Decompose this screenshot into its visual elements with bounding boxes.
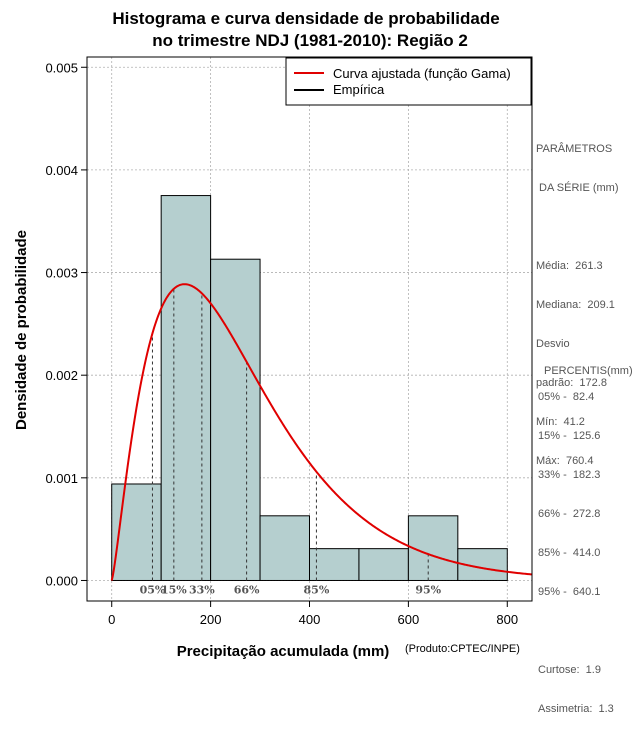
percentile-label-15%: 15% (161, 583, 187, 596)
histogram-bar (358, 548, 409, 581)
params-heading-1: PARÂMETROS (536, 143, 613, 155)
x-axis-label: Precipitação acumulada (mm) (177, 643, 390, 660)
percentil-05: 05% - 82.4 (538, 391, 595, 403)
stat-curtose: Curtose: 1.9 (538, 664, 601, 676)
percentil-66: 66% - 272.8 (538, 508, 601, 520)
param-desvio-2: padrão: 172.8 (536, 377, 607, 389)
percentil-85: 85% - 414.0 (538, 547, 601, 559)
percentile-lines: 05%15% 33% 66% 85% 95% (140, 288, 442, 596)
y-tick-label: 0.001 (45, 471, 78, 486)
param-mediana: Mediana: 209.1 (536, 299, 615, 311)
legend-label-empirical: Empírica (333, 82, 385, 97)
x-tick-label: 0 (108, 612, 115, 627)
percentil-33: 33% - 182.3 (538, 469, 601, 481)
param-min: Mín: 41.2 (536, 416, 585, 428)
x-tick-label: 800 (496, 612, 518, 627)
y-axis-label: Densidade de probabilidade (13, 230, 30, 430)
x-axis: 0 200 400 600 800 (108, 601, 518, 627)
y-tick-label: 0.004 (45, 163, 78, 178)
param-max: Máx: 760.4 (536, 455, 594, 467)
histogram-bar (309, 548, 360, 581)
y-tick-label: 0.003 (45, 266, 78, 281)
percentile-label-66%: 66% (234, 583, 260, 596)
stat-assimetria: Assimetria: 1.3 (538, 703, 614, 715)
product-credit: (Produto:CPTEC/INPE) (405, 643, 520, 655)
x-tick-label: 600 (398, 612, 420, 627)
x-tick-label: 400 (299, 612, 321, 627)
y-axis: 0.000 0.001 0.002 0.003 0.004 0.005 (45, 60, 87, 588)
percentile-label-95%: 95% (415, 583, 441, 596)
percentis-values: 05% - 82.4 15% - 125.6 33% - 182.3 66% -… (538, 365, 614, 729)
y-tick-label: 0.002 (45, 368, 78, 383)
chart-title-line2: no trimestre NDJ (1981-2010): Região 2 (152, 31, 468, 50)
params-panel: PARÂMETROS DA SÉRIE (mm) Média: 261.3 Me… (536, 117, 619, 481)
percentile-label-33%: 33% (189, 583, 215, 596)
params-heading-2: DA SÉRIE (mm) (536, 182, 619, 194)
percentile-label-05%: 05% (140, 583, 166, 596)
legend-box (285, 57, 532, 106)
percentil-95: 95% - 640.1 (538, 586, 601, 598)
y-tick-label: 0.005 (45, 60, 78, 75)
histogram-bar (259, 515, 310, 581)
chart-title-line1: Histograma e curva densidade de probabil… (112, 9, 499, 28)
histogram-bar (210, 258, 261, 581)
histogram-bar (407, 515, 459, 581)
legend: Curva ajustada (função Gama) Empírica (285, 57, 532, 106)
percentile-label-85%: 85% (304, 583, 330, 596)
histogram-bar (160, 195, 212, 581)
histogram-bars (111, 195, 508, 581)
legend-label-curve: Curva ajustada (função Gama) (333, 66, 511, 81)
gamma-curve (110, 283, 533, 581)
y-tick-label: 0.000 (45, 573, 78, 588)
param-media: Média: 261.3 (536, 260, 603, 272)
percentis-panel: PERCENTIS(mm) (544, 339, 633, 391)
percentis-heading: PERCENTIS(mm) (544, 365, 633, 377)
histogram-chart: Histograma e curva densidade de probabil… (13, 9, 533, 660)
param-desvio-1: Desvio (536, 338, 570, 350)
x-tick-label: 200 (200, 612, 222, 627)
gamma-curve-layer (110, 283, 533, 581)
percentil-15: 15% - 125.6 (538, 430, 601, 442)
